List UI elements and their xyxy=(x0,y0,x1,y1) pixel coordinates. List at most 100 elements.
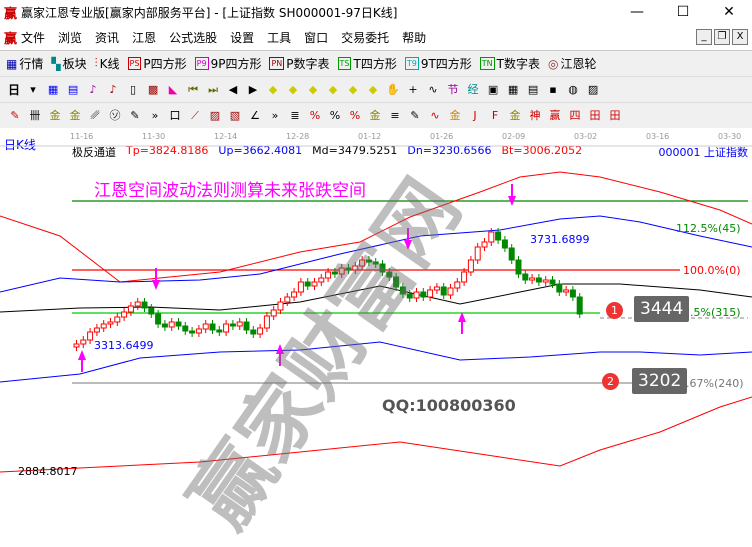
indicator-name[interactable]: 极反通道 xyxy=(72,146,116,159)
tool-icon[interactable]: J xyxy=(473,108,477,122)
tool-icon[interactable]: ▯ xyxy=(129,82,137,96)
close-button[interactable]: ✕ xyxy=(723,4,735,20)
tool-icon[interactable]: 赢 xyxy=(549,108,561,122)
tool-icon[interactable]: ▤ xyxy=(67,82,79,96)
mdi-minimize-button[interactable]: _ xyxy=(696,29,712,45)
menu-item[interactable]: 浏览 xyxy=(58,30,83,45)
pen-icon[interactable]: ✎ xyxy=(10,108,20,122)
toolbar-button[interactable]: TS T四方形 xyxy=(337,55,397,72)
toolbar-button[interactable]: PN P数字表 xyxy=(269,55,330,72)
hand-icon[interactable]: ✋ xyxy=(386,82,400,96)
notes-icon[interactable]: ▤ xyxy=(527,82,539,96)
more-icon[interactable]: » xyxy=(151,108,159,122)
toolbar-button[interactable]: ◎ 江恩轮 xyxy=(548,55,597,72)
zoom-icon[interactable]: ◆ xyxy=(328,82,338,96)
grid-icon[interactable]: 田 xyxy=(589,108,601,122)
toolbar-button[interactable]: ▚ 板块 xyxy=(51,55,86,72)
menu-item[interactable]: 窗口 xyxy=(304,30,329,45)
menu-item[interactable]: 江恩 xyxy=(132,30,157,45)
tool-icon[interactable]: ♪ xyxy=(109,82,117,96)
tool-icon[interactable]: ▧ xyxy=(229,108,241,122)
zoom-icon[interactable]: ◆ xyxy=(368,82,378,96)
channel-mid-line xyxy=(0,283,752,313)
menu-item[interactable]: 公式选股 xyxy=(169,30,218,45)
candle-up xyxy=(127,305,134,313)
tool-icon[interactable]: % xyxy=(349,108,361,122)
tool-icon[interactable]: ∿ xyxy=(428,82,438,96)
calculator-icon[interactable]: ▦ xyxy=(507,82,519,96)
web-icon[interactable]: ◍ xyxy=(568,82,578,96)
tool-icon[interactable]: ∠ xyxy=(250,108,260,122)
tool-icon[interactable]: 神 xyxy=(529,108,541,122)
candle-up xyxy=(318,277,325,283)
menu-item[interactable]: 文件 xyxy=(21,30,46,45)
mdi-close-button[interactable]: X xyxy=(732,29,748,45)
menu-item[interactable]: 工具 xyxy=(267,30,292,45)
zoom-icon[interactable]: ◆ xyxy=(308,82,318,96)
save-icon[interactable]: ▪ xyxy=(549,82,557,96)
tool-icon[interactable]: ▦ xyxy=(47,82,59,96)
candle-down xyxy=(508,247,515,261)
tn-icon: TN xyxy=(479,57,495,70)
tool-icon[interactable]: ♪ xyxy=(89,82,97,96)
tool-icon[interactable]: ◣ xyxy=(168,82,178,96)
channel-bottom-line xyxy=(0,396,752,473)
tool-icon[interactable]: ㋞ xyxy=(109,108,121,122)
tool-icon[interactable]: ✎ xyxy=(410,108,420,122)
last-icon[interactable]: ⏭ xyxy=(208,82,218,96)
menu-item[interactable]: 帮助 xyxy=(402,30,427,45)
candle-up xyxy=(270,309,277,317)
tool-icon[interactable]: 节 xyxy=(447,82,459,96)
tool-icon[interactable]: 经 xyxy=(467,82,479,96)
tool-icon[interactable]: 四 xyxy=(569,108,581,122)
tool-icon[interactable]: ▨ xyxy=(209,108,221,122)
tool-icon[interactable]: 卌 xyxy=(29,108,41,122)
toolbar-button[interactable]: ▦ 行情 xyxy=(6,55,43,72)
tool-icon[interactable]: 金 xyxy=(69,108,81,122)
mdi-restore-button[interactable]: ❐ xyxy=(714,29,730,45)
tool-icon[interactable]: ∿ xyxy=(430,108,440,122)
menu-item[interactable]: 资讯 xyxy=(95,30,120,45)
print-icon[interactable]: ▨ xyxy=(587,82,599,96)
menu-item[interactable]: 交易委托 xyxy=(341,30,390,45)
tool-icon[interactable]: 金 xyxy=(369,108,381,122)
tool-icon[interactable]: F xyxy=(491,108,499,122)
tool-icon[interactable]: 金 xyxy=(449,108,461,122)
toolbar-button[interactable]: P9 9P四方形 xyxy=(194,55,262,72)
fan-icon[interactable]: ⟋ xyxy=(191,108,199,122)
tool-icon[interactable]: ✎ xyxy=(130,108,140,122)
tool-icon[interactable]: ≣ xyxy=(290,108,300,122)
period-select[interactable]: 日 xyxy=(8,83,21,97)
tool-icon[interactable]: ␥ xyxy=(90,108,100,122)
candle-up xyxy=(454,281,461,289)
crosshair-icon[interactable]: + xyxy=(408,82,418,96)
zoom-icon[interactable]: ◆ xyxy=(288,82,298,96)
toolbar-button[interactable]: PS P四方形 xyxy=(127,55,187,72)
toolbar-button[interactable]: TN T数字表 xyxy=(479,55,540,72)
calendar-icon[interactable]: ▣ xyxy=(487,82,499,96)
toolbar-button[interactable]: ⫶ K线 xyxy=(95,55,120,72)
toolbar-button-label: 9P四方形 xyxy=(210,57,262,71)
percent-icon[interactable]: % xyxy=(329,108,341,122)
zoom-icon[interactable]: ◆ xyxy=(268,82,278,96)
left-icon[interactable]: ◀ xyxy=(228,82,238,96)
kline-chart[interactable]: 11-16 11-30 12-14 12-28 01-12 01-26 02-09 03-02… xyxy=(0,132,752,544)
tool-icon[interactable]: 金 xyxy=(509,108,521,122)
tool-icon[interactable]: 金 xyxy=(49,108,61,122)
maximize-button[interactable]: ☐ xyxy=(676,4,690,20)
candle-up xyxy=(134,301,141,307)
candle-up xyxy=(529,277,536,281)
tool-icon[interactable]: 口 xyxy=(169,108,181,122)
dropdown-icon[interactable]: ▾ xyxy=(30,82,36,96)
tool-icon[interactable]: ≡ xyxy=(390,108,400,122)
grid-icon[interactable]: 田 xyxy=(609,108,621,122)
tool-icon[interactable]: ▩ xyxy=(147,82,159,96)
percent-icon[interactable]: % xyxy=(309,108,321,122)
zoom-icon[interactable]: ◆ xyxy=(348,82,358,96)
minimize-button[interactable]: — xyxy=(630,4,644,20)
menu-item[interactable]: 设置 xyxy=(230,30,255,45)
first-icon[interactable]: ⏮ xyxy=(188,82,198,96)
toolbar-button[interactable]: T9 9T四方形 xyxy=(404,55,472,72)
more-icon[interactable]: » xyxy=(271,108,279,122)
right-icon[interactable]: ▶ xyxy=(248,82,258,96)
